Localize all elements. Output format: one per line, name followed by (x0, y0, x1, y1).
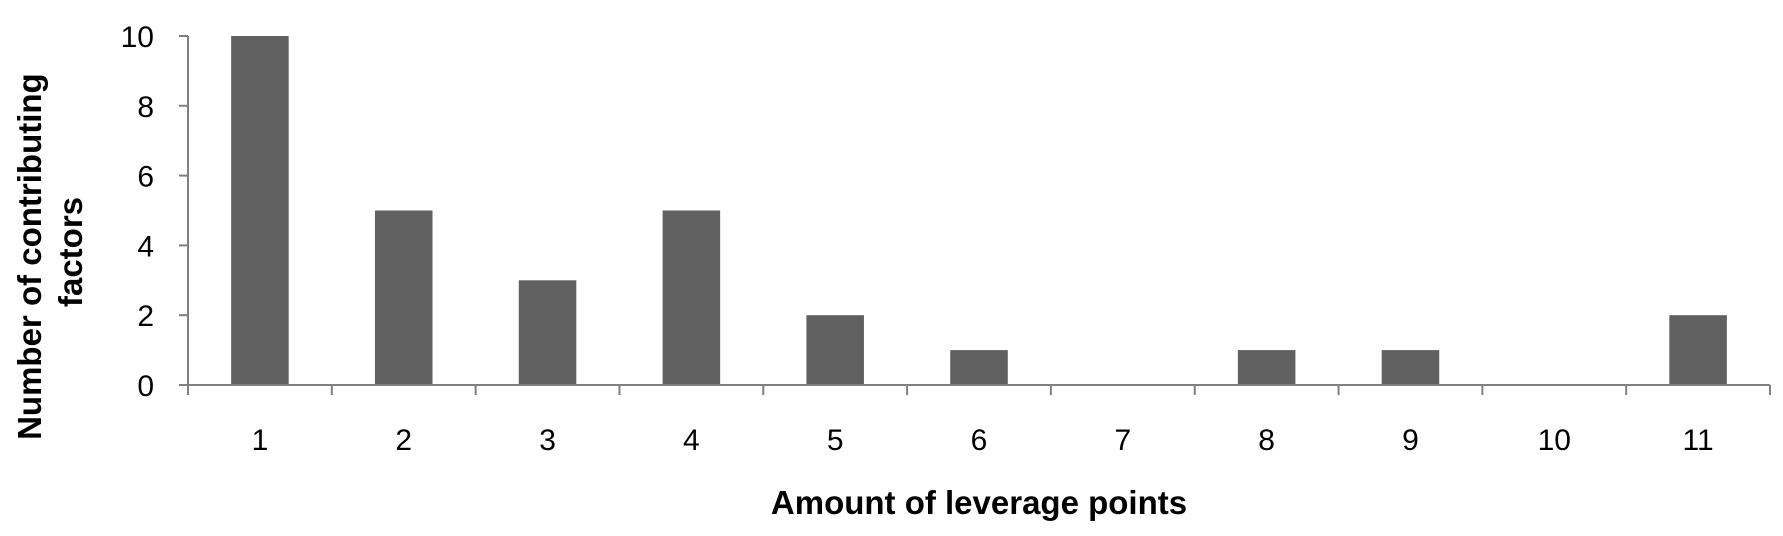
x-ticks: 1 2 3 4 5 6 7 8 9 10 11 (187, 385, 1771, 457)
bar-5 (806, 315, 864, 385)
bar-4 (662, 210, 721, 385)
x-axis-title: Amount of leverage points (771, 484, 1187, 521)
y-tick-label: 0 (137, 370, 154, 403)
x-tick-label: 2 (395, 424, 412, 457)
x-tick-label: 9 (1402, 424, 1419, 457)
y-tick-label: 10 (121, 21, 154, 54)
x-tick-label: 5 (827, 424, 844, 457)
y-axis-title-line-1: Number of contributing (11, 73, 48, 440)
x-tick-label: 11 (1683, 424, 1714, 457)
bar-11 (1669, 315, 1727, 385)
bar-6 (950, 350, 1008, 385)
y-ticks: 0 2 4 6 8 10 (121, 21, 188, 403)
x-tick-label: 1 (252, 424, 269, 457)
bar-2 (374, 210, 433, 385)
y-axis-title: Number of contributing factors (11, 64, 89, 440)
x-tick-label: 8 (1258, 424, 1275, 457)
x-axis: 1 2 3 4 5 6 7 8 9 10 11 (187, 384, 1771, 457)
y-tick-label: 4 (137, 230, 154, 263)
x-tick-label: 10 (1538, 424, 1571, 457)
y-tick-label: 2 (137, 300, 154, 333)
bar-3 (518, 280, 577, 385)
bars-group (231, 36, 1727, 385)
y-axis-title-line-2: factors (52, 197, 89, 307)
bar-1 (231, 36, 289, 385)
x-tick-label: 6 (971, 424, 988, 457)
x-tick-label: 7 (1114, 424, 1131, 457)
y-tick-label: 8 (137, 91, 154, 124)
bar-8 (1237, 350, 1296, 385)
x-tick-label: 3 (539, 424, 556, 457)
y-tick-label: 6 (137, 161, 154, 194)
y-axis: 0 2 4 6 8 10 (121, 21, 189, 403)
x-tick-label: 4 (683, 424, 700, 457)
bar-9 (1381, 350, 1440, 385)
